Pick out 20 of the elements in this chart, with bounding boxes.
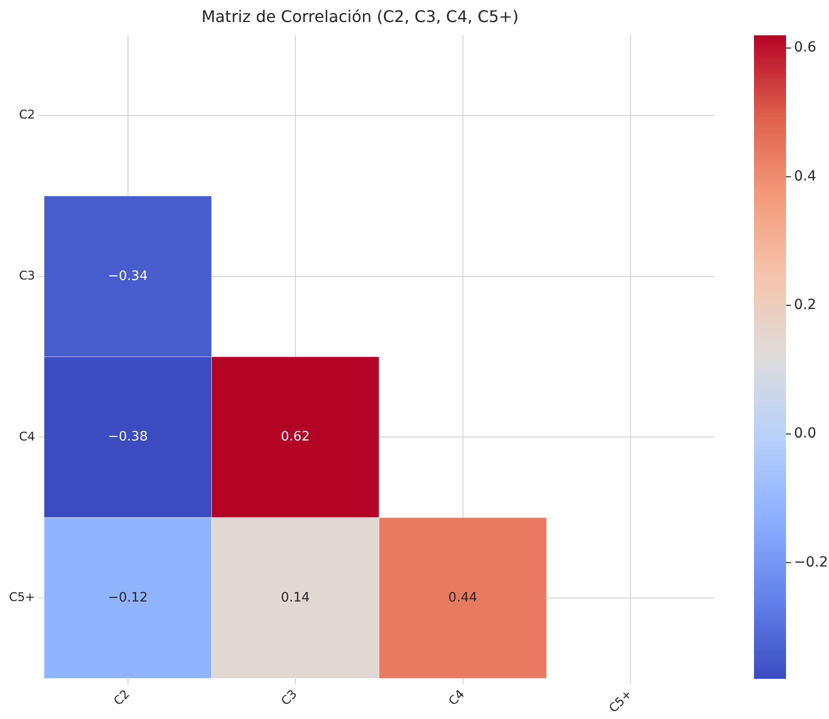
chart-title: Matriz de Correlación (C2, C3, C4, C5+)	[201, 6, 519, 26]
y-tick-label: C3	[19, 268, 36, 283]
data-label: −0.34	[108, 268, 148, 284]
color-bar-label: −0.2	[794, 554, 828, 570]
x-tick-label: C2	[110, 686, 132, 708]
data-label: −0.12	[108, 590, 148, 606]
data-label: −0.38	[108, 430, 148, 445]
color-bar-label: 0.2	[794, 296, 816, 313]
y-tick-label: C5+	[8, 590, 36, 604]
data-label: 0.14	[280, 590, 310, 606]
y-tick-label: C4	[19, 429, 36, 444]
x-tick-label: C5+	[606, 686, 635, 716]
data-label: 0.44	[448, 590, 478, 606]
data-label: 0.62	[280, 430, 310, 445]
x-tick-label: C4	[446, 686, 468, 708]
color-bar-label: 0.6	[794, 40, 816, 56]
color-bar-label: 0.4	[794, 168, 816, 184]
color-bar-label: 0.0	[794, 426, 816, 442]
x-tick-label: C3	[278, 686, 300, 708]
y-tick-label: C2	[19, 108, 36, 122]
